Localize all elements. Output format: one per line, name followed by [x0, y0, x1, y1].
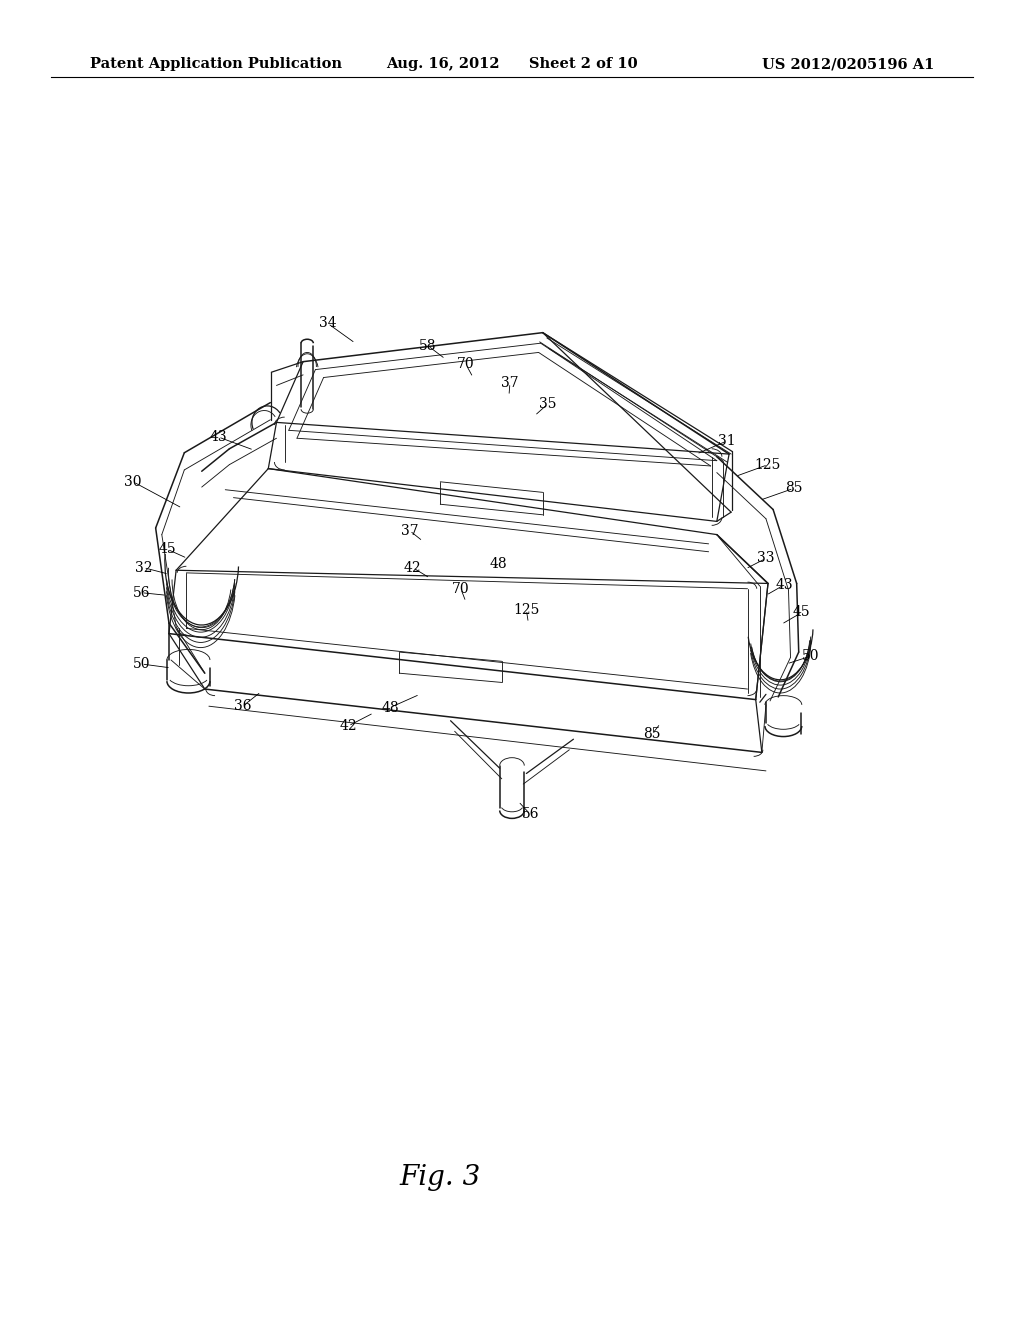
Text: 48: 48: [489, 557, 508, 570]
Text: US 2012/0205196 A1: US 2012/0205196 A1: [762, 58, 934, 71]
Text: 50: 50: [132, 657, 151, 671]
Text: Patent Application Publication: Patent Application Publication: [90, 58, 342, 71]
Text: 31: 31: [718, 434, 736, 447]
Text: 30: 30: [124, 475, 142, 488]
Text: 50: 50: [802, 649, 820, 663]
Text: 125: 125: [755, 458, 781, 471]
Text: 35: 35: [539, 397, 557, 411]
Text: 85: 85: [784, 482, 803, 495]
Text: 45: 45: [793, 606, 811, 619]
Text: 56: 56: [521, 808, 540, 821]
Text: 32: 32: [134, 561, 153, 574]
Text: 45: 45: [158, 543, 176, 556]
Text: 70: 70: [452, 582, 470, 595]
Text: 56: 56: [132, 586, 151, 599]
Text: 37: 37: [400, 524, 419, 537]
Text: 43: 43: [209, 430, 227, 444]
Text: 34: 34: [318, 317, 337, 330]
Text: 85: 85: [643, 727, 662, 741]
Text: 125: 125: [513, 603, 540, 616]
Text: 33: 33: [757, 552, 775, 565]
Text: 36: 36: [233, 700, 252, 713]
Text: Fig. 3: Fig. 3: [399, 1164, 481, 1191]
Text: 48: 48: [381, 701, 399, 714]
Text: 42: 42: [403, 561, 422, 574]
Text: 37: 37: [501, 376, 519, 389]
Text: 58: 58: [419, 339, 437, 352]
Text: 43: 43: [775, 578, 794, 591]
Text: 70: 70: [457, 358, 475, 371]
Text: 42: 42: [339, 719, 357, 733]
Text: Aug. 16, 2012  Sheet 2 of 10: Aug. 16, 2012 Sheet 2 of 10: [386, 58, 638, 71]
